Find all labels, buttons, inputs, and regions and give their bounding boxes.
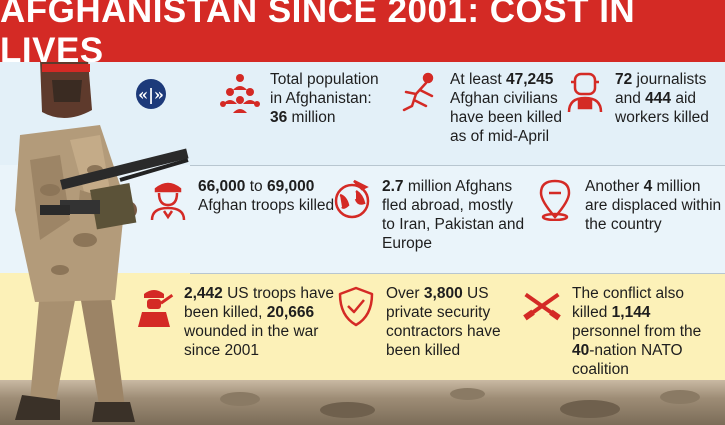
fact-nato: The conflict also killed 1,144 personnel… bbox=[520, 284, 720, 379]
fact-text: The conflict also killed 1,144 personnel… bbox=[572, 285, 702, 378]
fact-text: 2,442 US troops have been killed, 20,666… bbox=[184, 285, 334, 359]
fact-journalists: 72 journalists and 444 aid workers kille… bbox=[563, 70, 723, 127]
fact-civilians: At least 47,245 Afghan civilians have be… bbox=[398, 70, 568, 146]
fact-text: 2.7 million Afghans fled abroad, mostly … bbox=[382, 178, 525, 252]
us-soldier-icon bbox=[132, 284, 176, 328]
fact-text: 72 journalists and 444 aid workers kille… bbox=[615, 71, 709, 126]
location-pin-icon bbox=[533, 177, 577, 222]
divider bbox=[190, 165, 725, 166]
fact-us-troops: 2,442 US troops have been killed, 20,666… bbox=[132, 284, 342, 360]
page-title: AFGHANISTAN SINCE 2001: COST IN LIVES bbox=[0, 0, 725, 70]
fact-population: Total population in Afghanistan: 36 mill… bbox=[218, 70, 393, 127]
population-icon bbox=[218, 70, 262, 114]
fact-text: Over 3,800 US private security contracto… bbox=[386, 285, 501, 359]
globe-plane-icon bbox=[330, 177, 374, 221]
civilian-casualty-icon bbox=[398, 70, 442, 114]
fact-text: 66,000 to 69,000 Afghan troops killed bbox=[198, 178, 335, 214]
shield-check-icon bbox=[334, 284, 378, 328]
divider bbox=[190, 273, 725, 274]
fact-contractors: Over 3,800 US private security contracto… bbox=[334, 284, 524, 360]
fact-refugees: 2.7 million Afghans fled abroad, mostly … bbox=[330, 177, 530, 253]
afghan-soldier-icon bbox=[146, 177, 190, 221]
publisher-logo: «|» bbox=[136, 79, 166, 109]
fact-text: At least 47,245 Afghan civilians have be… bbox=[450, 71, 563, 145]
fact-displaced: Another 4 million are displaced within t… bbox=[533, 177, 723, 234]
fact-text: Another 4 million are displaced within t… bbox=[585, 178, 722, 233]
crossed-rifles-icon bbox=[520, 284, 564, 328]
fact-text: Total population in Afghanistan: 36 mill… bbox=[270, 71, 379, 126]
fact-afghan-troops: 66,000 to 69,000 Afghan troops killed bbox=[146, 177, 346, 221]
soldier-illustration bbox=[15, 50, 189, 422]
journalist-icon bbox=[563, 70, 607, 114]
band-top bbox=[0, 62, 725, 165]
